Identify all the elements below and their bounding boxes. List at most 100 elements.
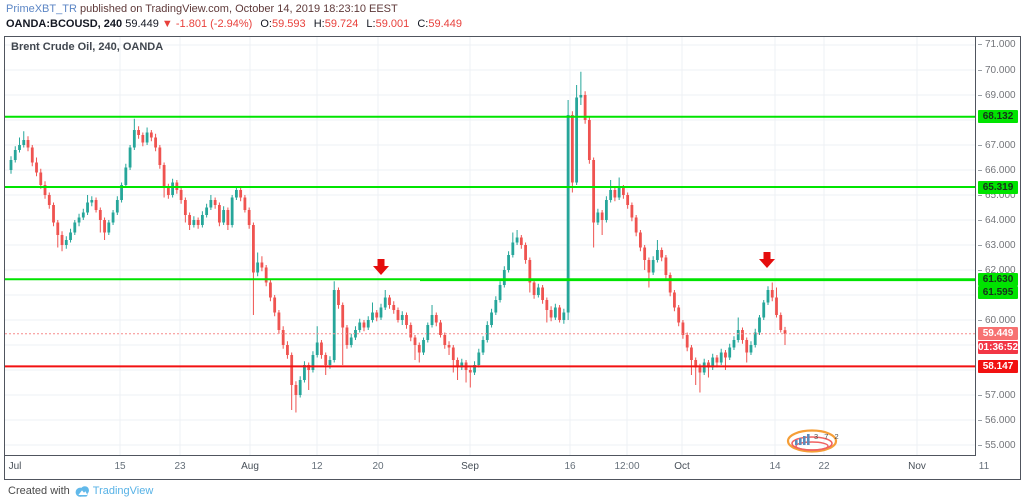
candle-body [413,337,417,345]
candle-body [120,185,123,200]
candle-body [332,290,336,360]
candle-body [498,285,502,300]
candle-body [639,232,642,248]
candle-body [69,232,72,240]
candle-body [783,330,787,334]
candle-body [519,237,523,245]
candle-body [579,95,583,98]
high-value: 59.724 [324,18,359,30]
candle-body [439,322,442,335]
candle-body [324,355,328,365]
candle-body [183,200,187,215]
candle-body [162,165,166,188]
candle-body [490,312,493,325]
price-tick-label: 60.000 [976,314,1020,327]
candle-body [294,385,298,395]
candle-body [405,315,408,325]
publish-line: PrimeXBT_TR published on TradingView.com… [6,2,462,16]
candle-body [154,137,157,148]
candle-body [724,352,727,358]
time-tick-label: 23 [174,461,186,472]
candle-body [460,362,464,368]
candle-body [604,200,608,220]
candle-body [132,130,136,148]
time-tick-label: Oct [674,461,690,472]
candle-body [562,312,566,320]
candle-body [549,310,553,318]
candle-body [396,310,400,320]
time-tick-label: 22 [818,461,830,472]
candle-body [103,220,106,233]
time-tick-label: 15 [114,461,126,472]
candle-body [264,267,268,283]
candle-body [64,240,68,245]
candle-body [209,200,213,208]
candle-body [379,307,383,318]
candle-body [47,195,51,205]
candle-body [400,315,404,320]
candle-body [532,282,536,295]
price-tick-label: 66.000 [976,164,1020,177]
time-tick-label: 11 [978,461,990,472]
time-tick-label: 20 [372,461,384,472]
candle-body [230,197,234,225]
candle-body [307,365,311,370]
tradingview-logo-icon [75,486,89,497]
candle-body [613,190,617,198]
candle-body [149,132,153,138]
down-arrow-icon [373,259,389,275]
candle-body [43,185,47,195]
candle-body [171,182,175,195]
candle-body [328,360,332,365]
price-tick-label: 65.000 [976,189,1020,202]
candle-body [141,135,145,143]
candle-body [349,337,353,345]
candle-body [60,235,64,245]
close-label: C: [417,18,429,30]
tradingview-brand-text[interactable]: TradingView [92,485,154,497]
candle-body [213,200,217,205]
author-link[interactable]: PrimeXBT_TR [6,3,77,15]
created-with-text: Created with [8,485,70,497]
candle-body [234,190,238,198]
close-value: 59.449 [428,18,462,30]
time-tick-label: Sep [461,461,479,472]
candle-body [685,335,689,348]
candle-body [226,210,230,225]
price-tick-label: 71.000 [976,38,1020,51]
candle-body [609,190,613,200]
time-tick-label: 12 [311,461,323,472]
time-tick-label: Jul [8,461,22,472]
time-tick-label: 16 [564,461,576,472]
candle-body [86,202,89,213]
candle-body [286,345,289,355]
candle-body [52,205,55,223]
candle-body [188,215,192,225]
candle-body [528,260,532,283]
candle-body [698,367,702,373]
chart-canvas[interactable]: 3 7 2 [5,37,976,456]
candle-body [468,370,472,373]
high-label: H: [313,18,325,30]
candle-body [570,115,574,183]
candle-body [200,215,204,225]
candle-body [375,312,379,318]
price-axis[interactable]: 71.000 70.000 69.000 67.000 66.000 65.000 64.0… [976,37,1020,455]
gridlines [5,37,975,455]
level-price-label: 65.319 [978,180,1018,194]
candle-body [256,262,260,273]
candle-body [56,222,60,235]
candle-body [422,340,425,353]
chart-legend: Brent Crude Oil, 240, OANDA [11,41,164,53]
candle-body [741,330,744,340]
candle-body [222,210,226,223]
candle-body [592,160,596,223]
candle-body [634,217,638,233]
candle-body [694,360,698,368]
time-axis[interactable]: Jul 15 23 Aug 12 20 Sep 16 12:00 Oct 14 22 Nov 11 [5,456,1020,478]
chart-frame: Brent Crude Oil, 240, OANDA 3 7 2 71.000… [4,36,1021,480]
candle-body [252,225,255,273]
candle-body [434,315,438,323]
candle-body [77,217,81,223]
candle-body [166,187,170,195]
